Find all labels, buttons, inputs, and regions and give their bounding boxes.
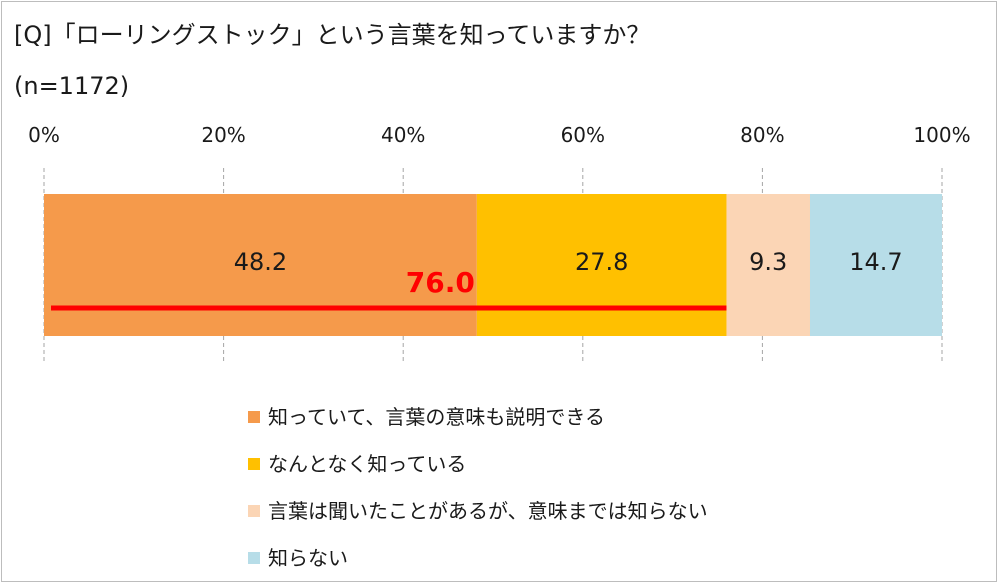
total-label: 76.0: [406, 266, 475, 299]
data-label: 27.8: [575, 248, 628, 276]
data-label: 14.7: [849, 248, 902, 276]
legend-item: 知っていて、言葉の意味も説明できる: [248, 393, 708, 440]
bar-segment: [809, 194, 942, 336]
legend-label: 知らない: [268, 545, 348, 570]
x-tick-label: 100%: [913, 123, 970, 147]
legend-swatch: [248, 504, 260, 517]
legend-item: 言葉は聞いたことがあるが、意味までは知らない: [248, 487, 708, 534]
legend-swatch: [248, 410, 260, 423]
bar-segment: [726, 194, 810, 336]
legend-label: なんとなく知っている: [268, 451, 467, 476]
legend-item: 知らない: [248, 534, 708, 581]
data-label: 9.3: [749, 248, 787, 276]
x-tick-label: 60%: [561, 123, 605, 147]
legend-swatch: [248, 457, 260, 470]
sample-size-label: (n=1172): [14, 72, 130, 100]
chart-title: [Q]「ローリングストック」という言葉を知っていますか？: [14, 21, 651, 49]
bar-segment: [44, 194, 477, 336]
x-tick-label: 20%: [201, 123, 245, 147]
x-tick-label: 0%: [28, 123, 60, 147]
x-tick-label: 40%: [381, 123, 425, 147]
x-tick-label: 80%: [740, 123, 784, 147]
data-label: 48.2: [234, 248, 287, 276]
chart-legend: 知っていて、言葉の意味も説明できる なんとなく知っている言葉は聞いたことがあるが、…: [248, 393, 708, 581]
legend-label: 知っていて、言葉の意味も説明できる: [268, 404, 605, 429]
bar-segment: [476, 194, 727, 336]
legend-label: 言葉は聞いたことがあるが、意味までは知らない: [268, 498, 708, 523]
legend-item: なんとなく知っている: [248, 440, 708, 487]
legend-swatch: [248, 551, 260, 564]
